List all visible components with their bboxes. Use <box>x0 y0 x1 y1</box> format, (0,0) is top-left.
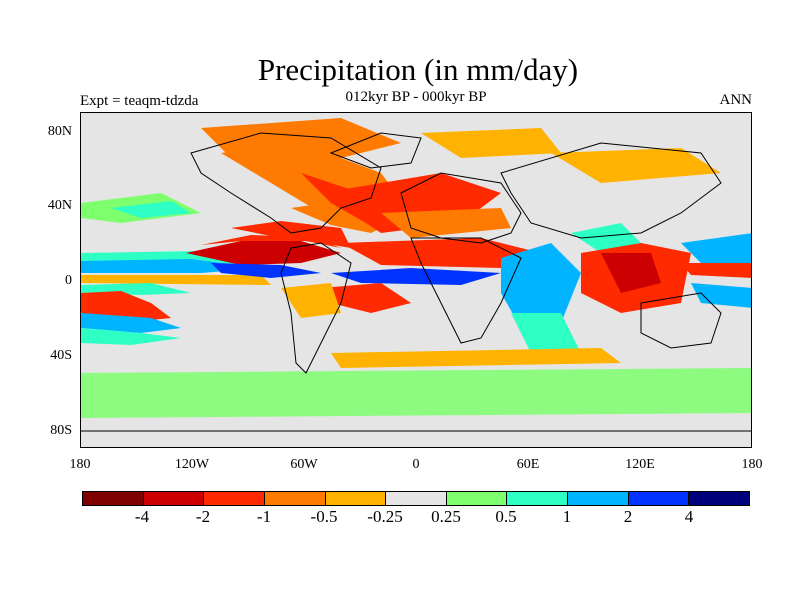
colorbar <box>82 491 750 506</box>
field-spac-cyan2 <box>81 328 181 345</box>
colorbar-label: -2 <box>195 507 211 526</box>
chart-subtitle: 012kyr BP - 000kyr BP <box>345 89 487 105</box>
colorbar-label: -1 <box>256 507 272 526</box>
field-southern-ocean <box>81 368 751 418</box>
colorbar-segment-8 <box>568 492 629 505</box>
field-eqpac-deepblue <box>211 263 321 278</box>
map-plot <box>80 112 752 448</box>
colorbar-segment-9 <box>628 492 690 505</box>
experiment-label: Expt = teaqm-tdzda <box>80 93 199 109</box>
colorbar-label: -4 <box>134 507 150 526</box>
field-arctic <box>201 118 401 163</box>
colorbar-segment-1 <box>143 492 205 505</box>
field-nepac-red <box>186 241 341 265</box>
colorbar-label: -0.25 <box>367 507 403 526</box>
field-eqatl-blue <box>331 268 501 285</box>
colorbar-segment-0 <box>83 492 144 505</box>
field-tropatl-red <box>341 238 541 268</box>
colorbar-label: 0.5 <box>495 507 517 526</box>
field-wio <box>501 243 581 328</box>
colorbar-label: 0.25 <box>431 507 461 526</box>
africa-outline <box>410 237 522 344</box>
colorbar-label: -0.5 <box>310 507 338 526</box>
field-amazon <box>321 283 411 313</box>
season-label: ANN <box>719 92 753 108</box>
lon-label-180e: 180 <box>741 457 763 472</box>
field-so-orange <box>331 348 621 368</box>
field-spcz-blue <box>691 283 751 308</box>
europe-outline <box>400 172 522 244</box>
greenland-outline <box>329 132 422 169</box>
lat-label-40n: 40N <box>47 198 72 213</box>
anomaly-fields <box>81 118 751 418</box>
field-sam-orange <box>281 283 341 318</box>
colorbar-segment-2 <box>204 492 265 505</box>
coastlines <box>81 132 751 432</box>
colorbar-segment-7 <box>507 492 569 505</box>
south-america-outline <box>280 242 352 374</box>
field-wpac-red <box>681 263 751 278</box>
colorbar-label: 1 <box>562 507 572 526</box>
field-india <box>571 223 641 253</box>
lon-label-60w: 60W <box>290 457 318 472</box>
colorbar-segment-3 <box>264 492 326 505</box>
chart-title: Precipitation (in mm/day) <box>257 52 579 87</box>
field-npac-cyan <box>111 201 191 218</box>
field-siberia <box>551 148 721 183</box>
colorbar-segment-6 <box>446 492 508 505</box>
field-eqpac-south-orange <box>81 275 271 285</box>
field-arctic-east <box>421 128 561 158</box>
field-maritime-core <box>601 253 661 293</box>
colorbar-segment-5 <box>386 492 447 505</box>
lon-label-60e: 60E <box>516 457 540 472</box>
field-sio <box>511 313 581 353</box>
north-america-outline <box>190 132 382 234</box>
lon-label-120w: 120W <box>174 457 210 472</box>
colorbar-segment-10 <box>689 492 750 505</box>
field-natlantic-south <box>381 208 511 238</box>
lat-label-0: 0 <box>65 273 72 288</box>
field-eqpac-blue <box>81 259 261 273</box>
australia-outline <box>640 292 722 349</box>
colorbar-segment-4 <box>325 492 387 505</box>
lat-label-40s: 40S <box>50 348 72 363</box>
map-svg <box>81 113 751 447</box>
field-spac-blue <box>81 313 181 333</box>
colorbar-label: 2 <box>623 507 633 526</box>
lat-label-80n: 80N <box>47 124 72 139</box>
colorbar-label: 4 <box>684 507 694 526</box>
asia-outline <box>500 142 722 239</box>
lon-label-120e: 120E <box>625 457 655 472</box>
lon-label-180w: 180 <box>69 457 91 472</box>
field-wpac-blue <box>681 233 751 263</box>
lon-label-0: 0 <box>412 457 420 472</box>
lat-label-80s: 80S <box>50 423 72 438</box>
